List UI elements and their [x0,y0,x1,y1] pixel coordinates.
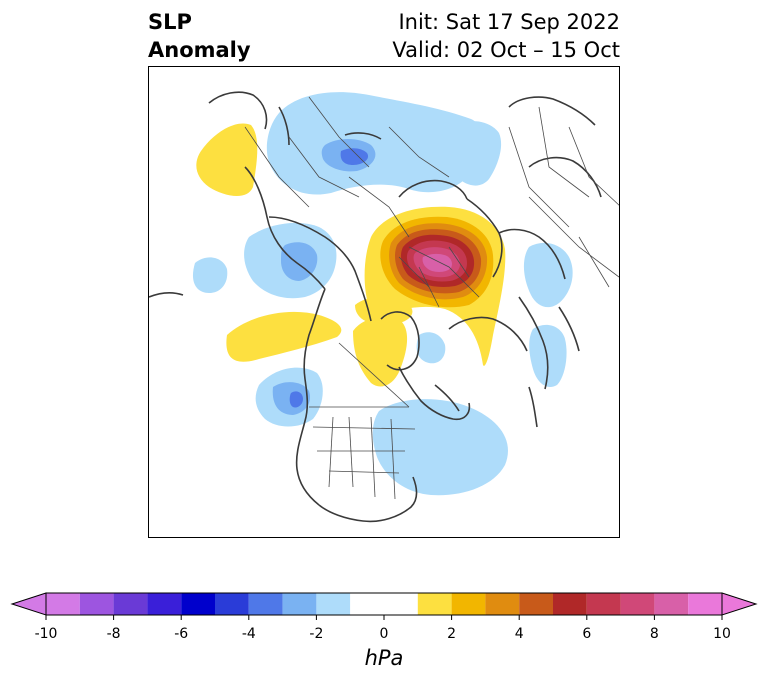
low-north-canada [416,332,446,364]
colorbar-extend-min [10,592,47,616]
colorbar-ticks: -10 -8 -6 -4 -2 0 2 4 6 8 10 [0,626,768,646]
colorbar-unit: hPa [364,646,404,670]
colorbar-tick-label: 2 [447,626,457,642]
colorbar-bin [46,593,80,615]
colorbar-bin [215,593,249,615]
colorbar-bin [654,593,689,615]
colorbar-bin [316,593,351,615]
colorbar-tick-label: -8 [106,626,121,642]
low-over-eastern-siberia [266,92,482,195]
colorbar-bin [451,593,486,615]
colorbar-bin [282,593,317,615]
title-line-1: SLP [148,10,192,34]
colorbar-tick-label: 6 [582,626,592,642]
low-over-north-atlantic [372,399,508,496]
colorbar-bin [485,593,520,615]
valid-range: Valid: 02 Oct – 15 Oct [392,38,620,62]
colorbar-bin [147,593,182,615]
colorbar-bin [113,593,148,615]
colorbar [10,592,758,620]
date-info: Init: Sat 17 Sep 2022 Valid: 02 Oct – 15… [392,8,620,64]
colorbar-tick-label: 10 [713,626,731,642]
coastlines [149,91,602,523]
colorbar-bin [620,593,655,615]
high-over-bering [196,123,258,197]
colorbar-bin [519,593,553,615]
high-over-gulf-of-alaska [226,311,342,362]
colorbar-tick-label: -4 [241,626,256,642]
colorbar-tick-label: 8 [649,626,659,642]
title-line-2: Anomaly [148,38,251,62]
high-over-hudson [353,316,408,387]
colorbar-tick-label: -10 [34,626,58,642]
colorbar-tick-label: -6 [174,626,189,642]
colorbar-tick-label: 0 [379,626,389,642]
low-over-east-asia [523,242,573,308]
colorbar-bin [586,593,621,615]
colorbar-bin [248,593,283,615]
colorbar-bin [553,593,587,615]
low-over-south-asia [529,324,567,388]
colorbar-bin [417,593,452,615]
init-date: Init: Sat 17 Sep 2022 [398,10,620,34]
colorbar-tick-label: 4 [514,626,524,642]
chart-title: SLP Anomaly [148,8,251,64]
colorbar-bin [79,593,114,615]
low-over-europe [445,121,502,186]
colorbar-bin [181,593,215,615]
low-over-northeast-pacific [255,367,323,427]
colorbar-extend-max [721,592,758,616]
map-svg [149,91,619,523]
colorbar-bin [688,593,722,615]
map-panel [148,66,620,538]
colorbar-bin [350,593,418,615]
low-west-pacific [192,257,228,293]
country-borders [244,96,619,500]
high-north-canada [355,296,413,325]
colorbar-tick-label: -2 [309,626,324,642]
